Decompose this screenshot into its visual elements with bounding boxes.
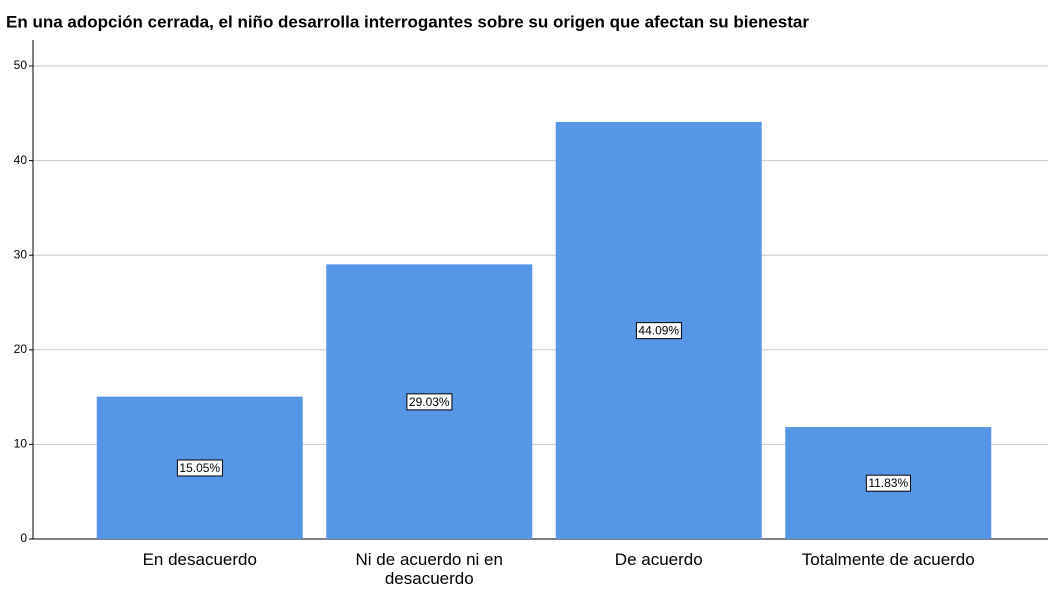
y-tick-label: 10 bbox=[14, 437, 28, 451]
data-label: 15.05% bbox=[179, 461, 220, 475]
data-label-box bbox=[176, 459, 223, 477]
x-tick-label: De acuerdo bbox=[614, 550, 703, 569]
data-label: 29.03% bbox=[409, 395, 450, 409]
data-label: 11.83% bbox=[868, 476, 908, 490]
y-tick-label: 40 bbox=[14, 153, 28, 167]
data-label-box bbox=[635, 322, 682, 340]
y-tick-label: 20 bbox=[14, 342, 28, 356]
x-tick-label: En desacuerdo bbox=[142, 550, 257, 569]
x-tick-label: Ni de acuerdo ni en desacuerdo bbox=[355, 550, 503, 588]
y-tick-label: 50 bbox=[14, 58, 28, 72]
data-label-box bbox=[865, 474, 911, 492]
data-label-box bbox=[406, 393, 453, 411]
x-tick-label: Totalmente de acuerdo bbox=[801, 550, 975, 569]
chart-title: En una adopción cerrada, el niño desarro… bbox=[6, 12, 809, 31]
y-tick-label: 30 bbox=[14, 247, 28, 261]
y-tick-label: 0 bbox=[20, 531, 27, 545]
data-label: 44.09% bbox=[638, 324, 679, 338]
